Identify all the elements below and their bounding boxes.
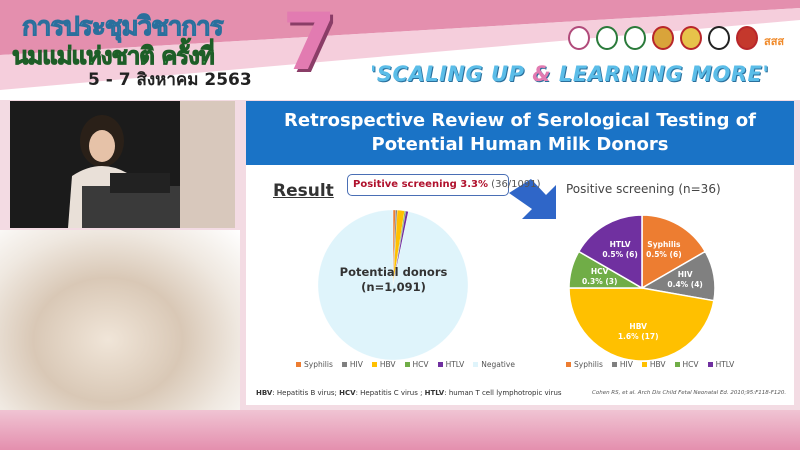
slice-label-syphilis: Syphilis 0.5% (6): [646, 240, 682, 260]
pie-slice-hbv: [568, 287, 715, 362]
sponsor-logo: สสส: [764, 35, 785, 48]
legend-item-negative: Negative: [473, 360, 515, 369]
sponsor-logo: [652, 26, 674, 50]
sponsor-logo: [568, 26, 590, 50]
pie-slice-negative: [317, 209, 469, 361]
legend-swatch-icon: [641, 362, 647, 367]
arrow-icon: [509, 179, 556, 219]
positive-pie-title: Positive screening (n=36): [566, 182, 721, 196]
donor-pie-legend: Syphilis HIV HBV HCV HTLV Negative: [296, 360, 515, 369]
abbr-def: : Hepatitis C virus ;: [355, 389, 425, 397]
sponsor-logo: [736, 26, 758, 50]
sponsor-logos: สสส: [568, 26, 786, 50]
sponsor-logo: [680, 26, 702, 50]
abbr: HTLV: [424, 389, 445, 397]
result-heading: Result: [273, 181, 334, 201]
abbreviations-footnote: HBV: Hepatitis B virus; HCV: Hepatitis C…: [256, 389, 562, 397]
legend-item-syphilis: Syphilis: [296, 360, 333, 369]
pie-slice-htlv: [577, 214, 643, 290]
speaker-video: [10, 101, 235, 228]
abbr: HCV: [339, 389, 356, 397]
positive-pie-legend: Syphilis HIV HBV HCV HTLV: [566, 360, 734, 369]
legend-item-hiv: HIV: [611, 360, 633, 369]
slice-label-htlv: HTLV 0.5% (6): [602, 240, 638, 260]
slice-label-hiv: HIV 0.4% (4): [667, 270, 703, 290]
legend-swatch-icon: [566, 362, 571, 367]
legend-item-hbv: HBV: [641, 360, 666, 369]
conference-title-line2: นมแม่แห่งชาติ ครั้งที่: [12, 42, 216, 71]
child-photo-background: [0, 230, 240, 430]
legend-swatch-icon: [674, 362, 680, 367]
donor-pie-chart: [317, 209, 469, 361]
legend-item-hcv: HCV: [404, 360, 429, 369]
slide-title: Retrospective Review of Serological Test…: [246, 101, 794, 165]
legend-swatch-icon: [437, 362, 443, 367]
legend-item-syphilis: Syphilis: [566, 360, 603, 369]
charts-canvas: [317, 179, 716, 362]
callout-count: (36/1091): [488, 179, 541, 190]
slogan-part: LEARNING MORE': [551, 62, 770, 86]
legend-item-htlv: HTLV: [437, 360, 464, 369]
positive-screening-callout: Positive screening 3.3% (36/1091): [347, 174, 541, 196]
slogan: 'SCALING UP & LEARNING MORE': [370, 62, 769, 86]
slide-title-line2: Potential Human Milk Donors: [371, 134, 669, 155]
speaker-video-frame: [10, 101, 235, 228]
abbr-def: : Hepatitis B virus;: [272, 389, 340, 397]
conference-title-line1: การประชุมวิชาการ: [22, 12, 225, 43]
legend-swatch-icon: [707, 362, 713, 367]
positive-screening-pie-chart: [568, 214, 716, 362]
abbr-def: : human T cell lymphotropic virus: [444, 389, 562, 397]
legend-item-hbv: HBV: [371, 360, 396, 369]
citation: Cohen RS, et al. Arch Dis Child Fetal Ne…: [592, 390, 787, 396]
slice-label-hbv: HBV 1.6% (17): [617, 321, 659, 341]
sponsor-logo: [708, 26, 730, 50]
donors-label-text: Potential donors: [339, 265, 448, 279]
edition-number: 7: [282, 0, 337, 88]
legend-item-hcv: HCV: [674, 360, 699, 369]
bottom-band: [0, 410, 800, 450]
donors-label: Potential donors (n=1,091): [326, 265, 461, 295]
abbr: HBV: [256, 389, 273, 397]
slice-label-hcv: HCV 0.3% (3): [581, 266, 618, 286]
legend-swatch-icon: [611, 362, 617, 367]
presentation-slide: Retrospective Review of Serological Test…: [246, 101, 794, 405]
conference-banner: การประชุมวิชาการ นมแม่แห่งชาติ ครั้งที่ …: [0, 0, 800, 100]
legend-swatch-icon: [296, 362, 301, 367]
slogan-part: 'SCALING UP: [370, 62, 533, 86]
legend-swatch-icon: [371, 362, 377, 367]
slide-title-line1: Retrospective Review of Serological Test…: [284, 110, 756, 131]
sponsor-logo: [624, 26, 646, 50]
conference-dates: 5 - 7 สิงหาคม 2563: [88, 70, 252, 90]
callout-bold: Positive screening 3.3%: [353, 179, 488, 190]
slogan-amp: &: [532, 62, 552, 86]
legend-item-htlv: HTLV: [707, 360, 734, 369]
donors-count: (n=1,091): [361, 280, 426, 294]
legend-item-hiv: HIV: [341, 360, 363, 369]
legend-swatch-icon: [341, 362, 347, 367]
sponsor-logo: [596, 26, 618, 50]
legend-swatch-icon: [404, 362, 410, 367]
pie-slice-syphilis: [641, 214, 707, 290]
legend-swatch-icon: [473, 362, 479, 367]
